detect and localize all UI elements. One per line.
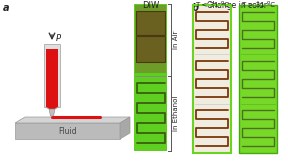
Polygon shape — [44, 44, 60, 107]
Bar — [134, 4, 167, 151]
Text: DIW: DIW — [142, 1, 159, 10]
Bar — [135, 5, 166, 73]
Bar — [136, 36, 165, 62]
Bar — [239, 5, 277, 153]
Text: P: P — [56, 34, 61, 43]
Polygon shape — [49, 109, 55, 116]
Text: in Air: in Air — [173, 31, 179, 49]
Bar — [15, 123, 120, 139]
Bar — [193, 5, 231, 153]
Text: T < 31 ºC: T < 31 ºC — [195, 2, 229, 8]
Polygon shape — [15, 117, 130, 123]
Text: in Ethanol: in Ethanol — [173, 96, 179, 131]
Polygon shape — [120, 117, 130, 139]
Polygon shape — [46, 107, 58, 109]
Text: b: b — [192, 3, 199, 13]
Bar — [239, 5, 277, 153]
Text: Change in color: Change in color — [207, 1, 267, 10]
Bar — [136, 11, 165, 35]
Text: Fluid: Fluid — [58, 127, 77, 136]
Text: T > 31 ºC: T > 31 ºC — [241, 2, 275, 8]
Bar — [193, 5, 231, 153]
Text: a: a — [3, 3, 10, 13]
Polygon shape — [45, 107, 59, 109]
Bar — [46, 49, 58, 107]
